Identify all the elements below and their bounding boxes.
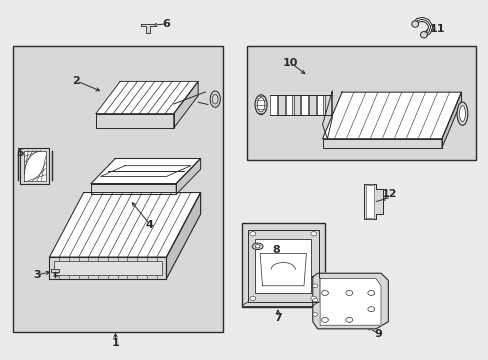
- Polygon shape: [247, 230, 318, 302]
- Ellipse shape: [411, 21, 418, 27]
- Polygon shape: [366, 185, 373, 218]
- Bar: [51, 269, 59, 272]
- Text: 12: 12: [381, 189, 397, 199]
- Circle shape: [345, 291, 352, 296]
- Polygon shape: [324, 95, 330, 114]
- Polygon shape: [24, 150, 45, 181]
- Polygon shape: [49, 257, 166, 279]
- Ellipse shape: [252, 243, 263, 249]
- Polygon shape: [301, 95, 307, 114]
- Text: 5: 5: [17, 148, 24, 158]
- Text: 10: 10: [283, 58, 298, 68]
- Text: 6: 6: [162, 19, 170, 29]
- Ellipse shape: [420, 32, 427, 38]
- Bar: [246, 45, 475, 160]
- Circle shape: [249, 296, 255, 301]
- Circle shape: [321, 291, 328, 296]
- Ellipse shape: [210, 91, 220, 107]
- Polygon shape: [141, 24, 155, 33]
- Polygon shape: [320, 279, 380, 325]
- Polygon shape: [308, 95, 315, 114]
- Polygon shape: [278, 95, 284, 114]
- Text: 9: 9: [374, 329, 382, 339]
- Ellipse shape: [255, 95, 266, 114]
- Polygon shape: [166, 193, 200, 279]
- Circle shape: [249, 231, 255, 236]
- Polygon shape: [270, 95, 276, 114]
- Circle shape: [321, 318, 328, 322]
- Polygon shape: [176, 158, 200, 194]
- Polygon shape: [316, 95, 323, 114]
- Text: 1: 1: [111, 338, 119, 348]
- Polygon shape: [91, 184, 176, 194]
- Polygon shape: [441, 92, 461, 148]
- Polygon shape: [96, 114, 173, 128]
- Circle shape: [367, 307, 374, 312]
- Text: 4: 4: [145, 220, 153, 230]
- Polygon shape: [96, 81, 198, 114]
- Polygon shape: [322, 91, 331, 139]
- Text: 3: 3: [33, 270, 41, 280]
- Polygon shape: [285, 95, 292, 114]
- Text: 11: 11: [428, 24, 444, 35]
- Polygon shape: [293, 95, 300, 114]
- Circle shape: [312, 284, 317, 288]
- Text: 2: 2: [72, 76, 80, 86]
- Polygon shape: [20, 148, 49, 184]
- Polygon shape: [322, 92, 461, 139]
- Bar: [13, 45, 222, 332]
- Polygon shape: [91, 158, 200, 184]
- Circle shape: [310, 231, 316, 236]
- Text: 7: 7: [273, 313, 281, 323]
- Polygon shape: [312, 273, 387, 329]
- Bar: [242, 223, 325, 307]
- Polygon shape: [363, 184, 383, 220]
- Ellipse shape: [456, 102, 467, 125]
- Circle shape: [310, 296, 316, 301]
- Polygon shape: [322, 139, 441, 148]
- Circle shape: [367, 291, 374, 296]
- Polygon shape: [173, 81, 198, 128]
- Bar: [54, 261, 161, 275]
- Polygon shape: [49, 193, 200, 257]
- Bar: [255, 239, 311, 293]
- Ellipse shape: [459, 105, 465, 122]
- Circle shape: [345, 318, 352, 322]
- Ellipse shape: [255, 245, 260, 248]
- Ellipse shape: [257, 98, 264, 112]
- Circle shape: [312, 313, 317, 316]
- Text: 8: 8: [272, 245, 280, 255]
- Circle shape: [312, 298, 317, 302]
- Ellipse shape: [212, 94, 218, 104]
